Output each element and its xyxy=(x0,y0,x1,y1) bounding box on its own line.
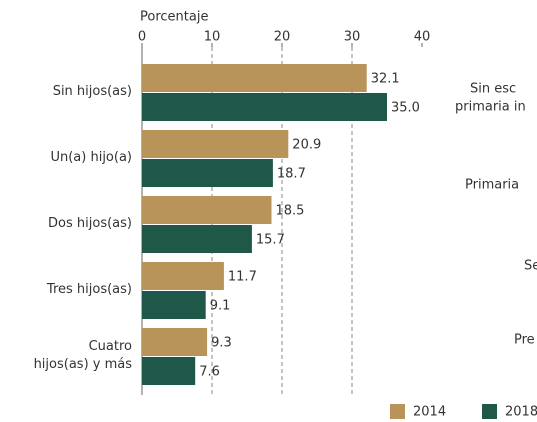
bar xyxy=(142,159,273,187)
bar xyxy=(142,357,196,385)
category-label: Un(a) hijo(a) xyxy=(50,150,132,165)
axis-label: Porcentaje xyxy=(140,10,208,25)
value-label: 18.7 xyxy=(277,167,306,182)
bar xyxy=(142,64,367,92)
legend-label: 2014 xyxy=(413,405,446,420)
legend-swatch xyxy=(482,404,497,419)
value-label: 9.3 xyxy=(211,336,232,351)
x-tick-label: 0 xyxy=(138,30,146,45)
annotation: Pre xyxy=(514,333,535,348)
value-label: 32.1 xyxy=(371,72,400,87)
value-label: 11.7 xyxy=(228,270,257,285)
bar xyxy=(142,93,387,121)
annotation: primaria in xyxy=(455,100,526,115)
x-tick-label: 40 xyxy=(414,30,431,45)
value-label: 18.5 xyxy=(276,204,305,219)
annotation: Primaria xyxy=(465,178,519,193)
bar xyxy=(142,225,252,253)
annotation: Sin esc xyxy=(470,82,516,97)
category-label: Sin hijos(as) xyxy=(52,84,132,99)
category-label: Tres hijos(as) xyxy=(46,282,132,297)
value-label: 7.6 xyxy=(199,365,220,380)
x-tick-label: 20 xyxy=(274,30,291,45)
value-label: 15.7 xyxy=(256,233,285,248)
value-label: 35.0 xyxy=(391,101,420,116)
bar xyxy=(142,291,206,319)
category-label: Cuatro hijos(as) y más xyxy=(33,339,132,372)
legend-label: 2018 xyxy=(505,405,537,420)
annotation: Se xyxy=(524,259,537,274)
bar xyxy=(142,196,272,224)
value-label: 9.1 xyxy=(210,299,231,314)
legend-swatch xyxy=(390,404,405,419)
bar xyxy=(142,130,289,158)
value-label: 20.9 xyxy=(292,138,321,153)
x-tick-label: 10 xyxy=(204,30,221,45)
x-tick-label: 30 xyxy=(344,30,361,45)
category-label: Dos hijos(as) xyxy=(48,216,132,231)
bar xyxy=(142,328,208,356)
bar xyxy=(142,262,224,290)
